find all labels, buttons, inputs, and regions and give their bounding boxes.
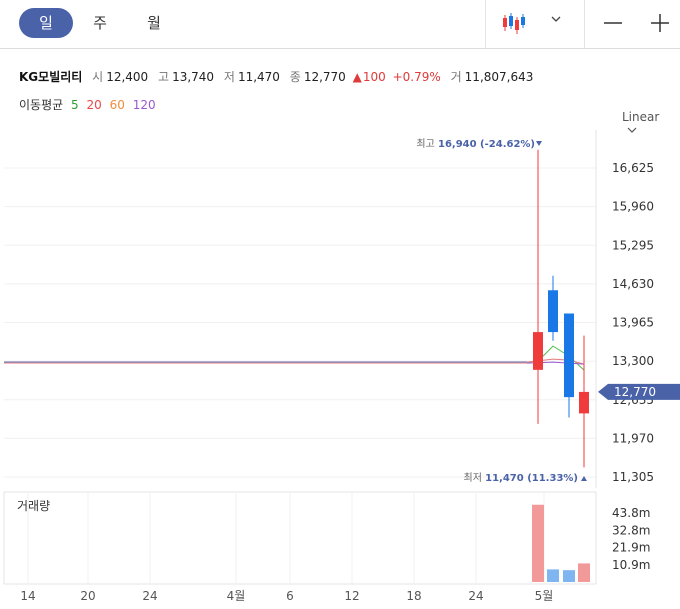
volume-grid (3, 491, 597, 585)
candle-body (548, 290, 558, 333)
date-tick-label: 18 (406, 589, 421, 603)
tab-weekly[interactable]: 주 (93, 14, 107, 32)
volume-label: 거 (450, 70, 462, 84)
date-axis: 14 20 24 4월 6 12 18 24 5월 (20, 589, 553, 603)
open-value: 12,400 (106, 70, 149, 84)
volume-value: 11,807,643 (464, 70, 534, 84)
low-annotation: 최저 11,470 (11.33%) (464, 472, 578, 484)
current-price-tag (598, 383, 680, 400)
change-value: 100 (362, 70, 386, 84)
close-value: 12,770 (303, 70, 346, 84)
volume-bars (532, 504, 590, 582)
open-label: 시 (92, 70, 104, 84)
volume-tick-label: 10.9m (612, 558, 650, 572)
moving-average-legend[interactable]: 이동평균 5 20 60 120 (19, 96, 156, 113)
low-annotation-value: 11,470 (11.33%) (485, 473, 578, 484)
high-annotation-value: 16,940 (-24.62%) (438, 139, 535, 150)
date-tick-label: 6 (286, 589, 294, 603)
quote-summary: KG모빌리티 시 12,400 고 13,740 저 11,470 종 12,770 ▲… (19, 68, 533, 85)
candles (533, 149, 589, 468)
volume-tick-label: 43.8m (612, 506, 650, 520)
price-tick-label: 13,300 (612, 354, 654, 368)
volume-bar (578, 563, 590, 582)
stock-name: KG모빌리티 (19, 70, 83, 84)
high-annotation: 최고 16,940 (-24.62%) (416, 138, 535, 150)
moving-average-label: 이동평균 (19, 98, 64, 112)
candle-body (533, 332, 543, 370)
volume-bar (532, 504, 544, 582)
price-tick-label: 15,960 (612, 200, 654, 214)
price-tick-label: 11,970 (612, 431, 654, 445)
toolbar-divider (485, 0, 486, 48)
volume-bar (547, 569, 559, 582)
candlestick-icon[interactable] (496, 10, 536, 38)
down-arrow-icon (536, 141, 542, 146)
low-annotation-label: 최저 (464, 472, 486, 484)
plus-icon[interactable] (645, 8, 675, 38)
date-tick-label: 14 (20, 589, 35, 603)
date-tick-label: 24 (468, 589, 483, 603)
volume-tick-label: 21.9m (612, 540, 650, 554)
chevron-down-icon[interactable] (548, 10, 564, 30)
volume-tick-label: 32.8m (612, 523, 650, 537)
volume-bar (563, 570, 575, 582)
ma-20: 20 (86, 98, 102, 112)
toolbar-divider (584, 0, 585, 48)
change-percent: +0.79% (392, 70, 441, 84)
price-tick-label: 13,965 (612, 316, 654, 330)
low-label: 저 (223, 70, 235, 84)
high-label: 고 (158, 70, 170, 84)
volume-panel-label: 거래량 (17, 499, 50, 513)
date-tick-label: 20 (80, 589, 95, 603)
change-up-icon: ▲ (352, 70, 362, 84)
candle-body (564, 313, 574, 398)
date-tick-label: 5월 (535, 589, 554, 603)
high-value: 13,740 (172, 70, 215, 84)
ma-5: 5 (71, 98, 79, 112)
tab-daily[interactable]: 일 (19, 8, 73, 38)
date-tick-label: 12 (344, 589, 359, 603)
scale-selector[interactable]: Linear (622, 110, 680, 138)
minus-icon[interactable] (598, 8, 628, 38)
high-annotation-label: 최고 (416, 138, 438, 150)
chevron-down-icon (627, 127, 637, 133)
chart-toolbar: 일 주 월 (0, 0, 680, 49)
tab-monthly[interactable]: 월 (147, 14, 161, 32)
price-tick-label: 15,295 (612, 238, 654, 252)
ma-120: 120 (132, 98, 156, 112)
ma-60: 60 (109, 98, 125, 112)
volume-panel (3, 491, 597, 585)
date-tick-label: 4월 (227, 589, 246, 603)
price-tick-label: 16,625 (612, 161, 654, 175)
low-value: 11,470 (237, 70, 280, 84)
close-label: 종 (289, 70, 301, 84)
price-grid (4, 130, 597, 488)
date-tick-label: 24 (142, 589, 157, 603)
scale-label: Linear (622, 110, 660, 124)
price-axis: 16,62515,96015,29514,63013,96513,30012,6… (612, 161, 654, 572)
candle-body (579, 391, 589, 414)
price-tick-label: 14,630 (612, 277, 654, 291)
moving-average-lines (4, 345, 585, 371)
up-arrow-icon (581, 476, 587, 481)
annotations: 최고 16,940 (-24.62%) 최저 11,470 (11.33%) 12,… (416, 138, 680, 484)
price-tick-label: 11,305 (612, 470, 654, 484)
current-price-label: 12,770 (614, 385, 656, 399)
